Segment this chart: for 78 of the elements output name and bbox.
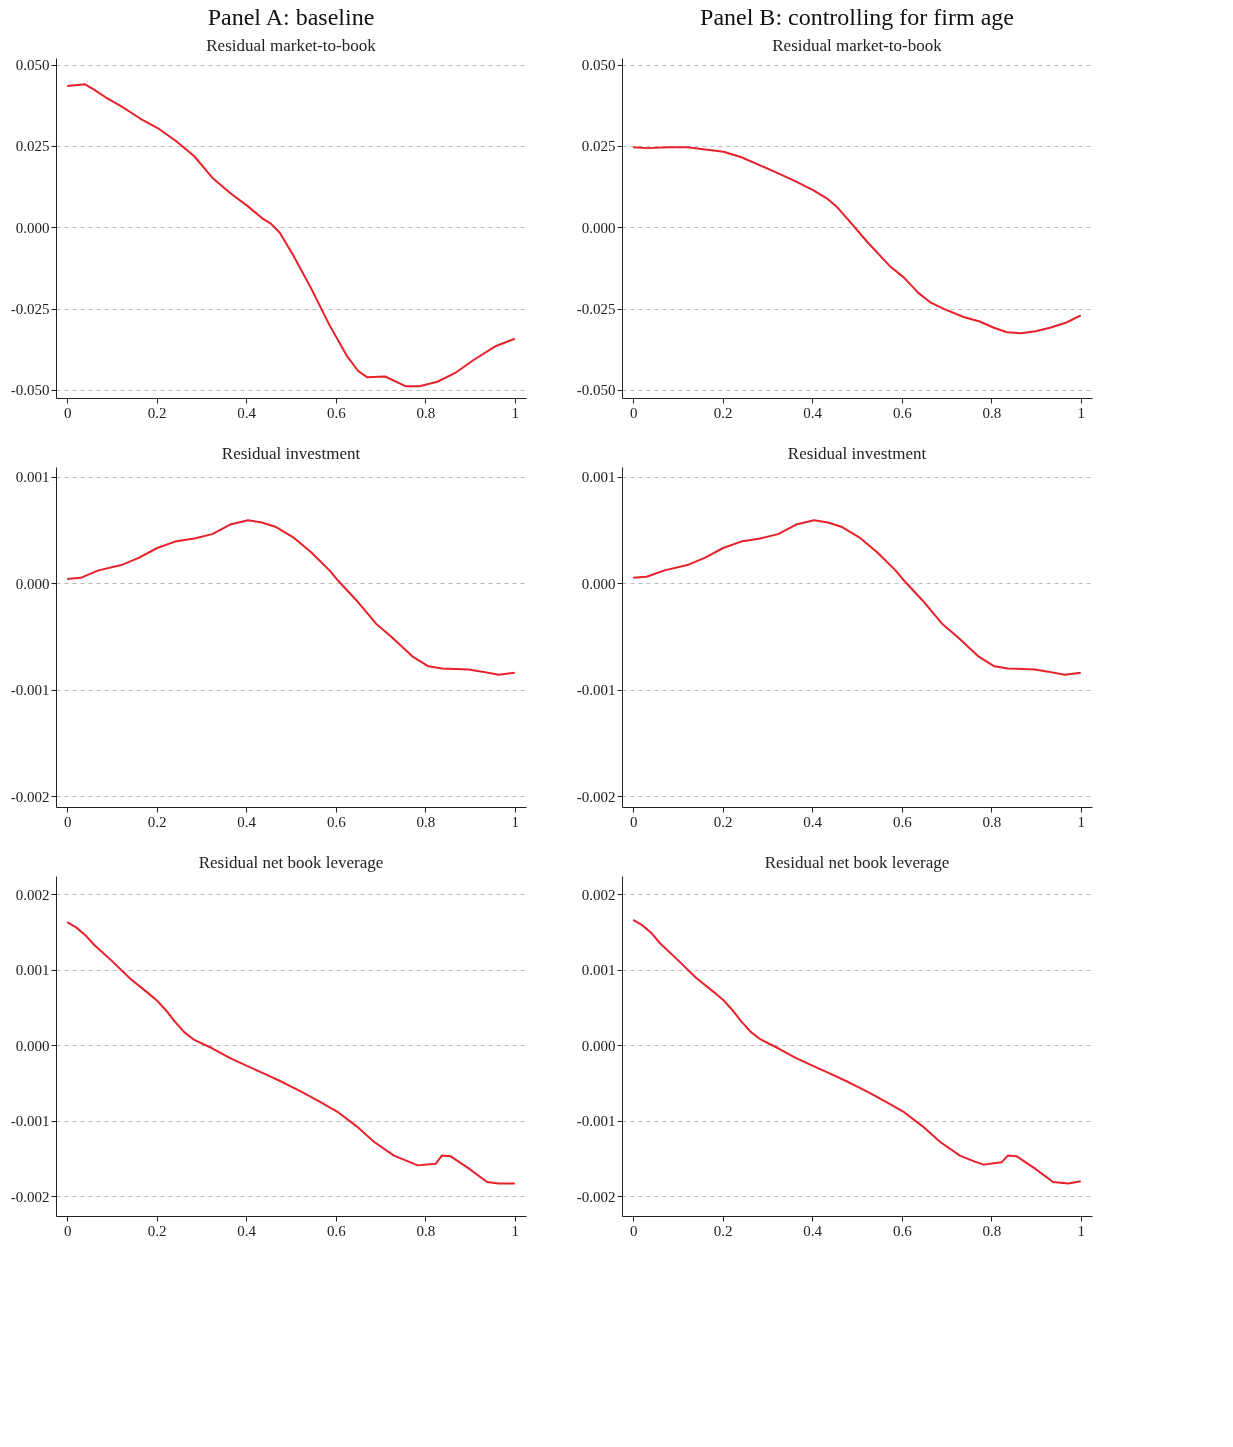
chart-subtitle: Residual market-to-book <box>206 35 377 55</box>
chart-title: Residual investment <box>787 444 927 463</box>
x-tick-label: 1 <box>511 1222 520 1239</box>
x-tick-label: 0.6 <box>326 813 347 830</box>
y-tick-label: 0.025 <box>15 138 50 155</box>
y-tick-label: -0.002 <box>576 788 616 805</box>
x-tick-label: 0 <box>629 1222 638 1239</box>
line-series <box>632 519 1082 676</box>
chart-subtitle: Residual market-to-book <box>772 35 943 55</box>
y-tick-label: 0.000 <box>15 1037 50 1054</box>
y-tick-label: 0.050 <box>581 57 616 74</box>
y-tick-label: 0.002 <box>15 886 50 903</box>
x-tick-label: 1 <box>1077 813 1086 830</box>
x-tick-label: 0.2 <box>713 1222 733 1239</box>
x-tick-label: 0.4 <box>803 404 823 421</box>
line-series <box>632 918 1082 1185</box>
x-tick-label: 0 <box>629 813 638 830</box>
y-tick-label: -0.001 <box>576 682 616 699</box>
chart-title: Residual net book leverage <box>198 853 384 872</box>
y-tick-label: -0.002 <box>576 1188 616 1205</box>
x-tick-label: 0.8 <box>982 813 1002 830</box>
x-tick-label: 1 <box>1077 404 1086 421</box>
y-tick-label: -0.050 <box>10 382 50 399</box>
x-tick-label: 0.8 <box>982 1222 1002 1239</box>
line-series <box>66 83 516 388</box>
x-tick-label: 0.8 <box>416 813 436 830</box>
x-tick-label: 0.2 <box>147 404 167 421</box>
x-tick-label: 0.2 <box>147 813 167 830</box>
x-tick-label: 0.8 <box>416 1222 436 1239</box>
x-tick-label: 0.6 <box>326 1222 347 1239</box>
x-tick-label: 0.2 <box>147 1222 167 1239</box>
y-tick-label: -0.050 <box>576 382 616 399</box>
line-series <box>66 921 516 1185</box>
x-tick-label: 0.8 <box>982 404 1002 421</box>
y-tick-label: 0.050 <box>15 57 50 74</box>
x-tick-label: 0.4 <box>237 813 257 830</box>
y-tick-label: -0.002 <box>10 788 50 805</box>
x-tick-label: 1 <box>511 404 520 421</box>
y-tick-label: 0.000 <box>581 575 616 592</box>
y-tick-label: 0.025 <box>581 138 616 155</box>
x-tick-label: 0 <box>63 404 72 421</box>
y-tick-label: 0.000 <box>581 1037 616 1054</box>
x-tick-label: 0.4 <box>237 1222 257 1239</box>
x-tick-label: 0.2 <box>713 404 733 421</box>
x-tick-label: 0.6 <box>892 813 913 830</box>
y-tick-label: 0.001 <box>15 962 50 979</box>
x-tick-label: 0.4 <box>803 1222 823 1239</box>
y-tick-label: 0.001 <box>581 469 616 486</box>
x-tick-label: 0.8 <box>416 404 436 421</box>
chart-title: Residual net book leverage <box>764 853 950 872</box>
y-tick-label: 0.001 <box>15 469 50 486</box>
y-tick-label: 0.000 <box>581 219 616 236</box>
x-tick-label: 1 <box>1077 1222 1086 1239</box>
y-tick-label: 0.002 <box>581 886 616 903</box>
y-tick-label: -0.001 <box>10 682 50 699</box>
y-tick-label: -0.002 <box>10 1188 50 1205</box>
y-tick-label: -0.001 <box>576 1113 616 1130</box>
x-tick-label: 0.4 <box>803 813 823 830</box>
chart-title: Residual investment <box>221 444 361 463</box>
chart-title: Panel A: baseline <box>207 3 375 30</box>
x-tick-label: 1 <box>511 813 520 830</box>
x-tick-label: 0.4 <box>237 404 257 421</box>
line-series <box>632 146 1082 335</box>
y-tick-label: 0.000 <box>15 219 50 236</box>
x-tick-label: 0 <box>63 1222 72 1239</box>
x-tick-label: 0.2 <box>713 813 733 830</box>
y-tick-label: -0.001 <box>10 1113 50 1130</box>
chart-title: Panel B: controlling for firm age <box>700 3 1014 30</box>
x-tick-label: 0.6 <box>326 404 347 421</box>
y-tick-label: -0.025 <box>10 301 50 318</box>
x-tick-label: 0.6 <box>892 404 913 421</box>
x-tick-label: 0 <box>63 813 72 830</box>
y-tick-label: 0.000 <box>15 575 50 592</box>
x-tick-label: 0.6 <box>892 1222 913 1239</box>
y-tick-label: -0.025 <box>576 301 616 318</box>
y-tick-label: 0.001 <box>581 962 616 979</box>
line-series <box>66 519 516 676</box>
x-tick-label: 0 <box>629 404 638 421</box>
